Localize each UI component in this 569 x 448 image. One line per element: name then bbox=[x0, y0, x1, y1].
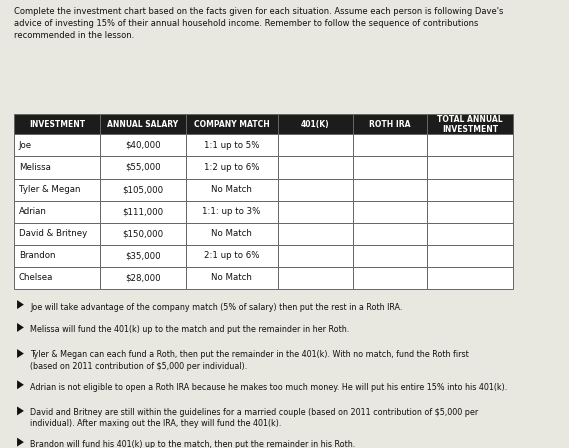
Bar bbox=[14, 114, 100, 134]
Text: Joe: Joe bbox=[19, 141, 32, 150]
Text: Chelsea: Chelsea bbox=[19, 273, 53, 282]
Text: TOTAL ANNUAL
INVESTMENT: TOTAL ANNUAL INVESTMENT bbox=[438, 115, 503, 134]
Text: 1:1 up to 5%: 1:1 up to 5% bbox=[204, 141, 259, 150]
Bar bbox=[14, 223, 100, 245]
Bar bbox=[353, 245, 427, 267]
Text: ROTH IRA: ROTH IRA bbox=[369, 120, 411, 129]
Bar bbox=[185, 134, 278, 156]
Text: $105,000: $105,000 bbox=[122, 185, 163, 194]
Bar bbox=[14, 267, 100, 289]
Bar bbox=[14, 156, 100, 178]
Bar bbox=[100, 134, 185, 156]
Text: Brandon: Brandon bbox=[19, 251, 55, 260]
Bar bbox=[427, 267, 513, 289]
Bar bbox=[185, 114, 278, 134]
Bar bbox=[278, 134, 353, 156]
Bar bbox=[14, 201, 100, 223]
Bar bbox=[100, 201, 185, 223]
Polygon shape bbox=[17, 406, 24, 415]
Polygon shape bbox=[17, 300, 24, 309]
Bar bbox=[100, 223, 185, 245]
Text: No Match: No Match bbox=[211, 229, 252, 238]
Bar bbox=[14, 245, 100, 267]
Text: Complete the investment chart based on the facts given for each situation. Assum: Complete the investment chart based on t… bbox=[14, 7, 504, 40]
Bar bbox=[353, 114, 427, 134]
Bar bbox=[100, 156, 185, 178]
Bar bbox=[427, 223, 513, 245]
Bar bbox=[353, 134, 427, 156]
Bar bbox=[427, 201, 513, 223]
Text: 1:1: up to 3%: 1:1: up to 3% bbox=[203, 207, 261, 216]
Text: Tyler & Megan can each fund a Roth, then put the remainder in the 401(k). With n: Tyler & Megan can each fund a Roth, then… bbox=[30, 350, 469, 371]
Text: $35,000: $35,000 bbox=[125, 251, 160, 260]
Text: 401(K): 401(K) bbox=[301, 120, 329, 129]
Text: Tyler & Megan: Tyler & Megan bbox=[19, 185, 80, 194]
Text: ANNUAL SALARY: ANNUAL SALARY bbox=[107, 120, 178, 129]
Text: $150,000: $150,000 bbox=[122, 229, 163, 238]
Text: Adrian is not eligible to open a Roth IRA because he makes too much money. He wi: Adrian is not eligible to open a Roth IR… bbox=[30, 383, 508, 392]
Text: $111,000: $111,000 bbox=[122, 207, 163, 216]
Polygon shape bbox=[17, 380, 24, 389]
Bar bbox=[353, 267, 427, 289]
Text: Melissa will fund the 401(k) up to the match and put the remainder in her Roth.: Melissa will fund the 401(k) up to the m… bbox=[30, 325, 349, 334]
Bar bbox=[353, 156, 427, 178]
Text: David & Britney: David & Britney bbox=[19, 229, 87, 238]
Bar bbox=[100, 267, 185, 289]
Bar bbox=[185, 245, 278, 267]
Bar bbox=[278, 178, 353, 201]
Text: 2:1 up to 6%: 2:1 up to 6% bbox=[204, 251, 259, 260]
Bar bbox=[100, 114, 185, 134]
Text: $28,000: $28,000 bbox=[125, 273, 160, 282]
Text: David and Britney are still within the guidelines for a married couple (based on: David and Britney are still within the g… bbox=[30, 408, 479, 428]
Bar bbox=[427, 134, 513, 156]
Bar bbox=[185, 267, 278, 289]
Bar bbox=[427, 245, 513, 267]
Bar bbox=[353, 223, 427, 245]
Text: $55,000: $55,000 bbox=[125, 163, 160, 172]
Polygon shape bbox=[17, 323, 24, 332]
Bar bbox=[278, 245, 353, 267]
Bar bbox=[278, 114, 353, 134]
Bar bbox=[14, 134, 100, 156]
Polygon shape bbox=[17, 438, 24, 447]
Bar bbox=[185, 223, 278, 245]
Bar bbox=[278, 267, 353, 289]
Bar bbox=[100, 178, 185, 201]
Bar bbox=[427, 114, 513, 134]
Text: Joe will take advantage of the company match (5% of salary) then put the rest in: Joe will take advantage of the company m… bbox=[30, 302, 402, 311]
Bar bbox=[353, 178, 427, 201]
Text: COMPANY MATCH: COMPANY MATCH bbox=[194, 120, 270, 129]
Text: INVESTMENT: INVESTMENT bbox=[29, 120, 85, 129]
Bar bbox=[353, 201, 427, 223]
Text: Melissa: Melissa bbox=[19, 163, 51, 172]
Bar bbox=[427, 156, 513, 178]
Bar bbox=[427, 178, 513, 201]
Text: Brandon will fund his 401(k) up to the match, then put the remainder in his Roth: Brandon will fund his 401(k) up to the m… bbox=[30, 440, 356, 448]
Text: Adrian: Adrian bbox=[19, 207, 47, 216]
Text: $40,000: $40,000 bbox=[125, 141, 160, 150]
Bar bbox=[185, 201, 278, 223]
Text: 1:2 up to 6%: 1:2 up to 6% bbox=[204, 163, 259, 172]
Bar bbox=[185, 156, 278, 178]
Bar bbox=[278, 201, 353, 223]
Bar bbox=[185, 178, 278, 201]
Bar bbox=[278, 223, 353, 245]
Polygon shape bbox=[17, 349, 24, 358]
Text: No Match: No Match bbox=[211, 185, 252, 194]
Bar bbox=[100, 245, 185, 267]
Bar bbox=[278, 156, 353, 178]
Text: No Match: No Match bbox=[211, 273, 252, 282]
Bar bbox=[14, 178, 100, 201]
